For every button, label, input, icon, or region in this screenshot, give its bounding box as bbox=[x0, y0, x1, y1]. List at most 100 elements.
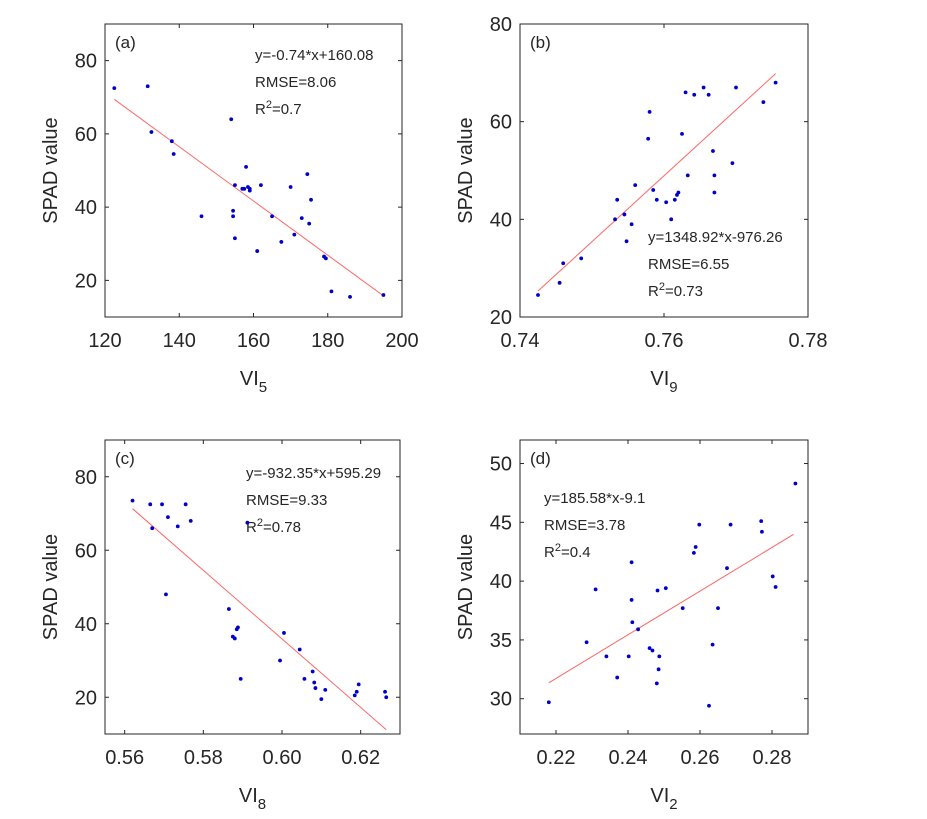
data-point bbox=[312, 680, 317, 685]
r2-text: R2=0.78 bbox=[246, 517, 301, 536]
x-axis-label-main: VI bbox=[650, 785, 669, 807]
r2-value: =0.4 bbox=[561, 544, 591, 561]
data-point bbox=[270, 214, 274, 219]
data-point bbox=[166, 515, 170, 520]
data-point bbox=[629, 598, 634, 602]
y-axis-label: SPAD value bbox=[455, 534, 477, 640]
regression-line bbox=[113, 98, 384, 297]
r2-prefix: R bbox=[648, 283, 659, 300]
y-tick-label: 20 bbox=[490, 307, 512, 329]
data-point bbox=[633, 183, 638, 188]
panel-label: (a) bbox=[115, 33, 136, 52]
data-point bbox=[227, 607, 231, 611]
plot-frame bbox=[104, 23, 403, 318]
data-point bbox=[697, 522, 702, 527]
data-point bbox=[685, 173, 690, 178]
panel-label: (c) bbox=[115, 449, 135, 468]
data-point bbox=[305, 172, 310, 177]
x-axis-label-main: VI bbox=[240, 368, 259, 390]
data-point bbox=[793, 481, 798, 486]
r2-prefix: R bbox=[246, 519, 257, 536]
data-point bbox=[130, 498, 135, 503]
data-point bbox=[584, 640, 589, 645]
data-point bbox=[242, 186, 247, 191]
data-point bbox=[716, 606, 720, 611]
x-axis-label-subscript: 8 bbox=[258, 796, 266, 813]
data-point bbox=[278, 658, 282, 663]
data-point bbox=[622, 212, 627, 217]
data-point bbox=[145, 84, 150, 89]
data-point bbox=[651, 188, 656, 192]
x-axis-label-main: VI bbox=[650, 368, 669, 390]
data-point bbox=[691, 550, 696, 555]
data-point bbox=[712, 173, 717, 178]
data-point bbox=[630, 620, 635, 625]
fit-equation: y=185.58*x-9.1 bbox=[544, 490, 645, 507]
data-point bbox=[259, 183, 263, 188]
data-point bbox=[706, 92, 711, 97]
data-point bbox=[244, 164, 248, 169]
data-point bbox=[302, 676, 307, 681]
data-point bbox=[728, 522, 733, 527]
x-tick-label: 0.60 bbox=[263, 747, 302, 769]
rmse-text: RMSE=6.55 bbox=[648, 256, 729, 273]
y-tick-label: 80 bbox=[75, 51, 97, 73]
x-axis-label-subscript: 2 bbox=[669, 796, 677, 813]
x-tick-label: 0.28 bbox=[753, 747, 792, 769]
data-point bbox=[245, 520, 250, 525]
fit-equation: y=1348.92*x-976.26 bbox=[648, 229, 783, 246]
data-point bbox=[313, 686, 318, 690]
data-point bbox=[354, 689, 359, 694]
data-point bbox=[636, 627, 640, 632]
y-tick-label: 40 bbox=[75, 197, 97, 219]
data-point bbox=[692, 92, 697, 97]
data-point bbox=[773, 80, 778, 85]
regression-line bbox=[537, 73, 776, 292]
y-axis-label: SPAD value bbox=[455, 117, 477, 223]
data-point bbox=[383, 689, 387, 694]
r2-superscript: 2 bbox=[257, 517, 263, 529]
data-point bbox=[557, 280, 562, 285]
y-tick-label: 45 bbox=[490, 512, 512, 534]
data-point bbox=[647, 646, 652, 651]
data-point bbox=[238, 676, 243, 681]
x-tick-label: 0.26 bbox=[681, 747, 720, 769]
y-tick-label: 50 bbox=[490, 454, 512, 476]
regression-line bbox=[548, 533, 794, 684]
data-point bbox=[773, 585, 778, 589]
data-point bbox=[711, 149, 715, 153]
x-tick-label: 0.76 bbox=[645, 330, 684, 352]
y-axis-label: SPAD value bbox=[40, 117, 62, 223]
r2-text: R2=0.4 bbox=[544, 542, 591, 561]
data-point bbox=[310, 669, 315, 674]
data-point bbox=[650, 648, 655, 653]
y-tick-label: 60 bbox=[75, 124, 97, 146]
r2-value: =0.73 bbox=[665, 283, 703, 300]
fit-equation: y=-0.74*x+160.08 bbox=[255, 47, 373, 64]
x-tick-label: 200 bbox=[385, 330, 418, 352]
x-tick-label: 120 bbox=[88, 330, 121, 352]
data-point bbox=[233, 183, 237, 188]
x-axis-label: VI2 bbox=[650, 785, 677, 813]
data-point bbox=[693, 545, 698, 549]
y-tick-label: 60 bbox=[490, 112, 512, 134]
data-point bbox=[546, 700, 551, 705]
data-point bbox=[712, 190, 717, 195]
data-point bbox=[615, 675, 620, 680]
data-point bbox=[664, 200, 669, 205]
regression-line bbox=[132, 508, 387, 731]
y-tick-label: 60 bbox=[75, 540, 97, 562]
r2-text: R2=0.73 bbox=[648, 281, 703, 300]
data-point bbox=[169, 139, 174, 144]
r2-text: R2=0.7 bbox=[255, 99, 302, 118]
data-point bbox=[656, 667, 661, 672]
r2-value: =0.78 bbox=[263, 519, 301, 536]
data-point bbox=[292, 232, 297, 237]
data-point bbox=[654, 197, 659, 202]
data-point bbox=[672, 197, 677, 202]
data-point bbox=[680, 131, 684, 136]
data-point bbox=[629, 222, 634, 227]
data-point bbox=[297, 647, 302, 652]
data-point bbox=[288, 185, 293, 189]
